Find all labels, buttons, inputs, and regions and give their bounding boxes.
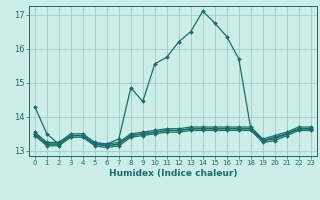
X-axis label: Humidex (Indice chaleur): Humidex (Indice chaleur): [108, 169, 237, 178]
